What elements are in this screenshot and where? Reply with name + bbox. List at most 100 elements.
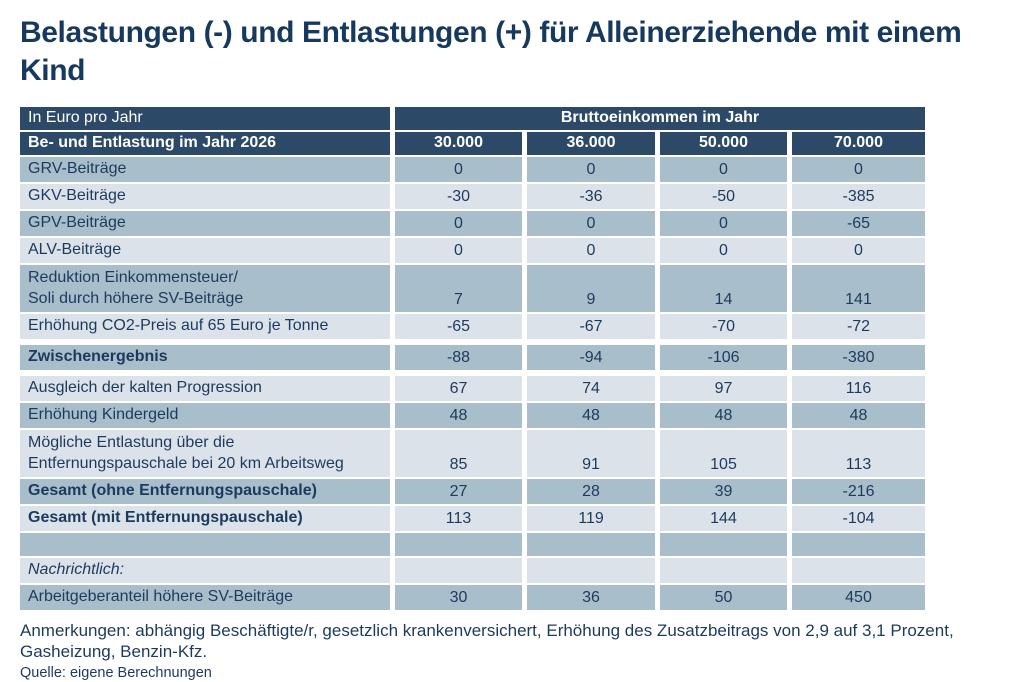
cell-value: -67 bbox=[527, 314, 660, 341]
cell-value: -65 bbox=[395, 314, 527, 341]
cell-value bbox=[792, 558, 926, 585]
cell-value: -70 bbox=[660, 314, 792, 341]
unit-label: In Euro pro Jahr bbox=[20, 107, 395, 132]
cell-value: 105 bbox=[660, 430, 792, 479]
cell-value: -380 bbox=[792, 345, 926, 372]
cell-value: 48 bbox=[527, 403, 660, 430]
data-table: In Euro pro Jahr Bruttoeinkommen im Jahr… bbox=[20, 107, 926, 612]
cell-value: 0 bbox=[660, 238, 792, 265]
cell-value: 116 bbox=[792, 376, 926, 403]
cell-value: -106 bbox=[660, 345, 792, 372]
cell-value: 113 bbox=[792, 430, 926, 479]
row-label: Gesamt (ohne Entfernungspauschale) bbox=[20, 479, 395, 506]
cell-value: 36 bbox=[527, 585, 660, 612]
cell-value: -36 bbox=[527, 184, 660, 211]
cell-value: 14 bbox=[660, 265, 792, 314]
cell-value: 113 bbox=[395, 506, 527, 533]
cell-value: 144 bbox=[660, 506, 792, 533]
column-header-1: 36.000 bbox=[527, 132, 660, 157]
row-label: Nachrichtlich: bbox=[20, 558, 395, 585]
table-header-row-unit: In Euro pro Jahr Bruttoeinkommen im Jahr bbox=[20, 107, 926, 132]
cell-value: 27 bbox=[395, 479, 527, 506]
row-label bbox=[20, 533, 395, 558]
column-header-0: 30.000 bbox=[395, 132, 527, 157]
cell-value bbox=[527, 533, 660, 558]
cell-value: 0 bbox=[395, 211, 527, 238]
cell-value: 0 bbox=[660, 157, 792, 184]
cell-value: 0 bbox=[792, 157, 926, 184]
cell-value: -94 bbox=[527, 345, 660, 372]
cell-value: 91 bbox=[527, 430, 660, 479]
group-header: Bruttoeinkommen im Jahr bbox=[395, 107, 926, 132]
column-header-2: 50.000 bbox=[660, 132, 792, 157]
cell-value: -72 bbox=[792, 314, 926, 341]
cell-value: 0 bbox=[527, 238, 660, 265]
cell-value: 0 bbox=[527, 157, 660, 184]
cell-value bbox=[660, 533, 792, 558]
cell-value: 48 bbox=[395, 403, 527, 430]
row-label: ALV-Beiträge bbox=[20, 238, 395, 265]
table-row: Mögliche Entlastung über die Entfernungs… bbox=[20, 430, 926, 479]
cell-value: 74 bbox=[527, 376, 660, 403]
cell-value: 97 bbox=[660, 376, 792, 403]
table-row: Arbeitgeberanteil höhere SV-Beiträge 30 36… bbox=[20, 585, 926, 612]
cell-value: 0 bbox=[527, 211, 660, 238]
cell-value: 450 bbox=[792, 585, 926, 612]
cell-value: 0 bbox=[792, 238, 926, 265]
row-label: GRV-Beiträge bbox=[20, 157, 395, 184]
cell-value: -88 bbox=[395, 345, 527, 372]
row-label: Reduktion Einkommensteuer/ Soli durch hö… bbox=[20, 265, 395, 314]
cell-value: -65 bbox=[792, 211, 926, 238]
cell-value: -216 bbox=[792, 479, 926, 506]
table-header-row-columns: Be- und Entlastung im Jahr 2026 30.000 36… bbox=[20, 132, 926, 157]
row-label: Zwischenergebnis bbox=[20, 345, 395, 372]
table-row: GKV-Beiträge -30 -36 -50 -385 bbox=[20, 184, 926, 211]
cell-value bbox=[660, 558, 792, 585]
cell-value: 9 bbox=[527, 265, 660, 314]
table-row: Zwischenergebnis -88 -94 -106 -380 bbox=[20, 345, 926, 372]
cell-value: 48 bbox=[792, 403, 926, 430]
cell-value: 28 bbox=[527, 479, 660, 506]
row-dimension-header: Be- und Entlastung im Jahr 2026 bbox=[20, 132, 395, 157]
table-row bbox=[20, 533, 926, 558]
cell-value: 85 bbox=[395, 430, 527, 479]
table-row: Ausgleich der kalten Progression 67 74 97 11… bbox=[20, 376, 926, 403]
cell-value: 0 bbox=[660, 211, 792, 238]
cell-value bbox=[395, 533, 527, 558]
row-label: Arbeitgeberanteil höhere SV-Beiträge bbox=[20, 585, 395, 612]
cell-value: -50 bbox=[660, 184, 792, 211]
row-label: Gesamt (mit Entfernungspauschale) bbox=[20, 506, 395, 533]
cell-value: 48 bbox=[660, 403, 792, 430]
source-text: Quelle: eigene Berechnungen bbox=[20, 665, 212, 681]
cell-value: -104 bbox=[792, 506, 926, 533]
cell-value: 67 bbox=[395, 376, 527, 403]
row-label: GPV-Beiträge bbox=[20, 211, 395, 238]
cell-value: -30 bbox=[395, 184, 527, 211]
cell-value: 50 bbox=[660, 585, 792, 612]
cell-value: 0 bbox=[395, 157, 527, 184]
cell-value: 0 bbox=[395, 238, 527, 265]
table-row: ALV-Beiträge 0 0 0 0 bbox=[20, 238, 926, 265]
row-label: Erhöhung CO2-Preis auf 65 Euro je Tonne bbox=[20, 314, 395, 341]
cell-value: 141 bbox=[792, 265, 926, 314]
page-title: Belastungen (-) und Entlastungen (+) für… bbox=[20, 16, 962, 87]
table-row: GRV-Beiträge 0 0 0 0 bbox=[20, 157, 926, 184]
row-label: Ausgleich der kalten Progression bbox=[20, 376, 395, 403]
cell-value: 7 bbox=[395, 265, 527, 314]
row-label: GKV-Beiträge bbox=[20, 184, 395, 211]
cell-value: 39 bbox=[660, 479, 792, 506]
cell-value bbox=[792, 533, 926, 558]
cell-value: 119 bbox=[527, 506, 660, 533]
table-row: Erhöhung CO2-Preis auf 65 Euro je Tonne -… bbox=[20, 314, 926, 341]
row-label: Erhöhung Kindergeld bbox=[20, 403, 395, 430]
table-row: Reduktion Einkommensteuer/ Soli durch hö… bbox=[20, 265, 926, 314]
cell-value bbox=[527, 558, 660, 585]
cell-value bbox=[395, 558, 527, 585]
row-label: Mögliche Entlastung über die Entfernungs… bbox=[20, 430, 395, 479]
table-row: Gesamt (mit Entfernungspauschale) 113 119 1… bbox=[20, 506, 926, 533]
table-row: Gesamt (ohne Entfernungspauschale) 27 28 39… bbox=[20, 479, 926, 506]
table-row: GPV-Beiträge 0 0 0 -65 bbox=[20, 211, 926, 238]
cell-value: -385 bbox=[792, 184, 926, 211]
table-row: Erhöhung Kindergeld 48 48 48 48 bbox=[20, 403, 926, 430]
